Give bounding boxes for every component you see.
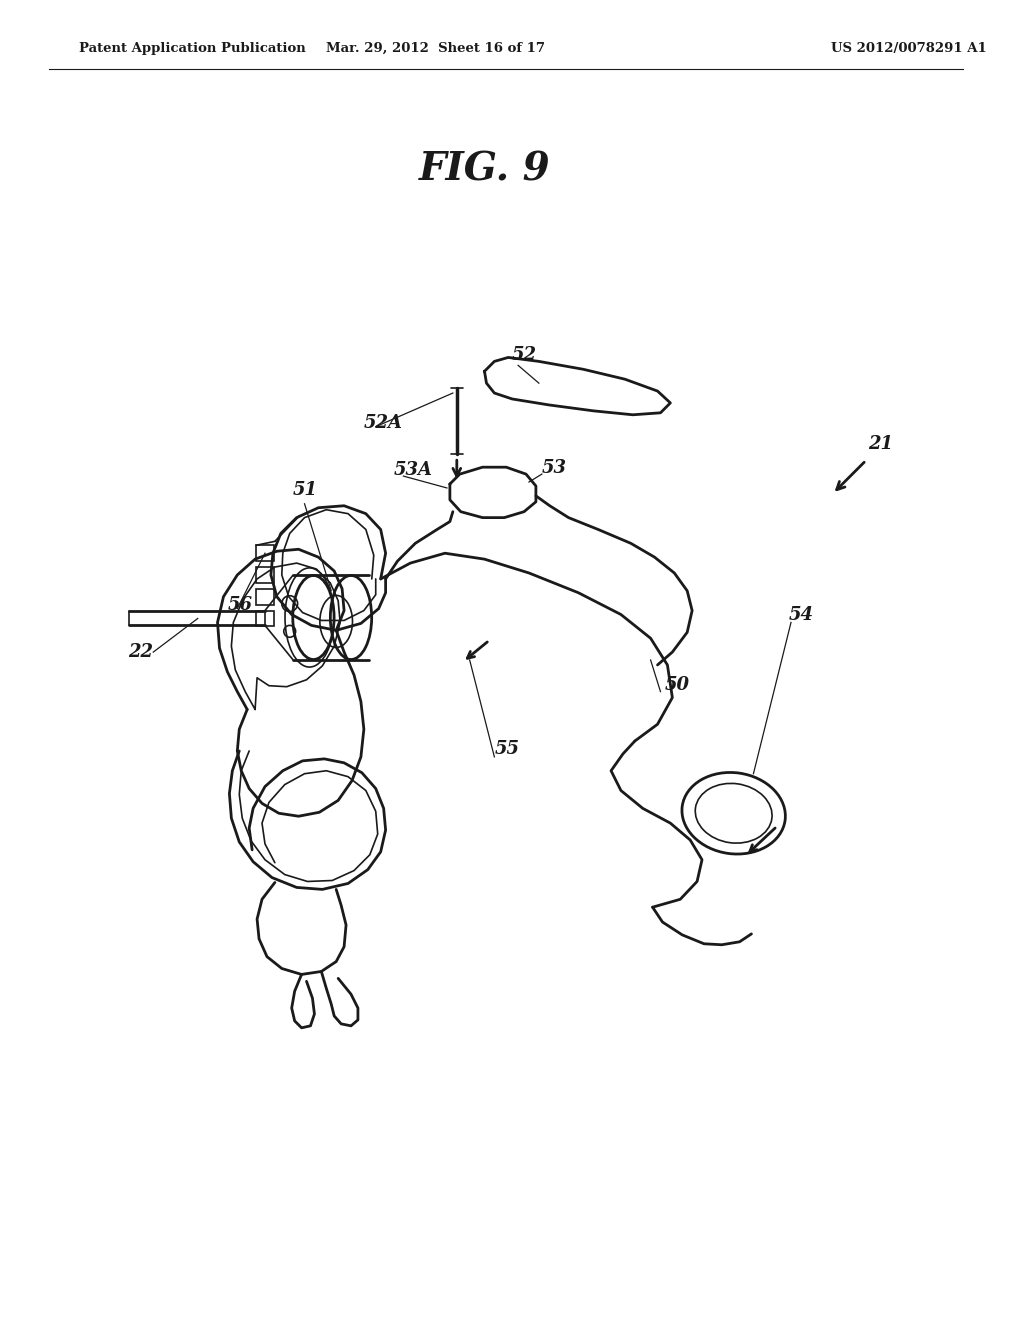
Text: Patent Application Publication: Patent Application Publication <box>79 42 306 55</box>
Text: 53A: 53A <box>393 461 432 479</box>
Text: 50: 50 <box>665 676 689 694</box>
Text: 52A: 52A <box>364 413 402 432</box>
Text: 52: 52 <box>512 346 538 364</box>
Bar <box>256 589 273 605</box>
Text: 53: 53 <box>542 459 567 478</box>
Text: US 2012/0078291 A1: US 2012/0078291 A1 <box>830 42 986 55</box>
Text: 55: 55 <box>495 741 519 758</box>
Text: 51: 51 <box>293 480 317 499</box>
Text: 22: 22 <box>129 643 154 661</box>
Text: 21: 21 <box>868 436 893 454</box>
Text: FIG. 9: FIG. 9 <box>419 150 550 189</box>
Bar <box>256 545 273 561</box>
Text: 54: 54 <box>790 606 814 623</box>
Bar <box>256 568 273 583</box>
Bar <box>256 611 273 627</box>
Text: Mar. 29, 2012  Sheet 16 of 17: Mar. 29, 2012 Sheet 16 of 17 <box>326 42 545 55</box>
Text: 56: 56 <box>227 595 252 614</box>
